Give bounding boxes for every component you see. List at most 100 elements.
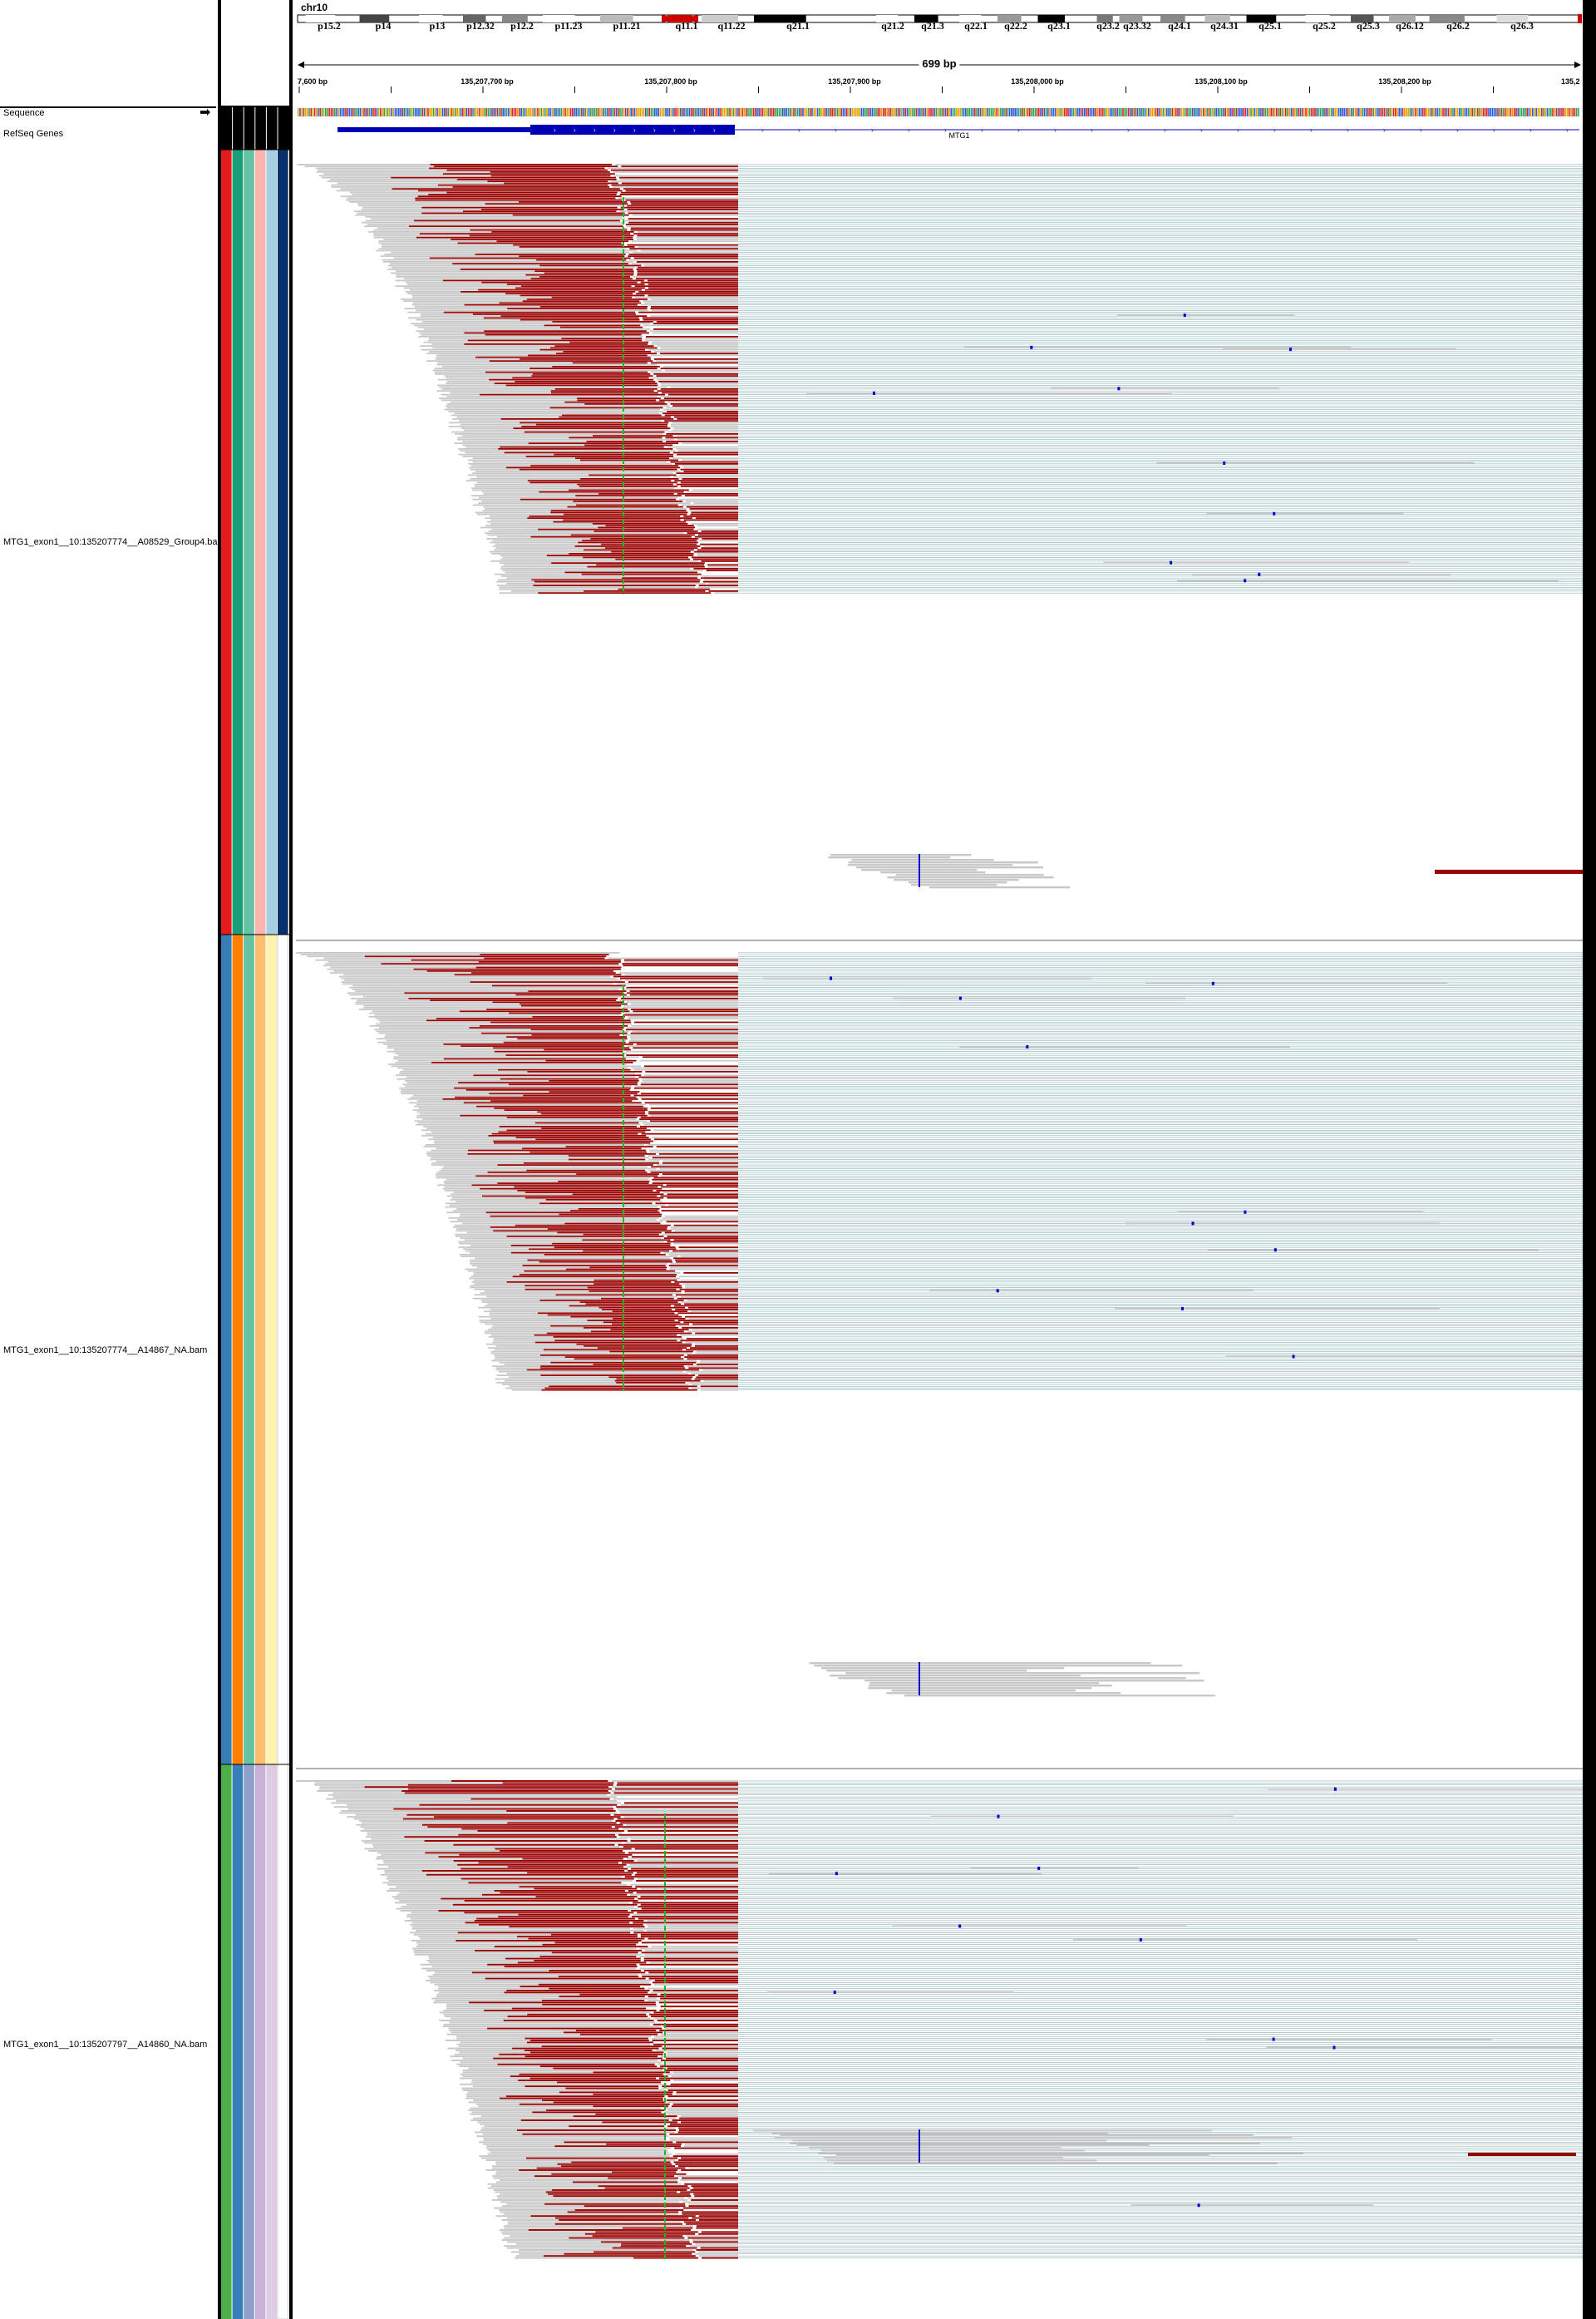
sequence-base bbox=[773, 108, 775, 116]
sequence-base bbox=[392, 108, 394, 116]
soft-clip bbox=[554, 1942, 638, 1944]
soft-clip bbox=[638, 311, 738, 313]
aligned-read bbox=[417, 1943, 543, 1946]
sequence-base bbox=[608, 108, 610, 116]
soft-clip bbox=[631, 1856, 738, 1858]
aligned-read bbox=[329, 972, 472, 974]
soft-clip bbox=[517, 979, 623, 981]
sequence-base bbox=[612, 108, 613, 116]
sequence-base bbox=[1067, 108, 1069, 116]
sequence-base bbox=[367, 108, 369, 116]
sequence-base bbox=[1331, 108, 1332, 116]
sequence-base bbox=[511, 108, 513, 116]
soft-clip bbox=[665, 2061, 738, 2064]
aligned-read bbox=[377, 1863, 458, 1866]
strand-arrow-icon[interactable]: ➡ bbox=[200, 106, 211, 120]
aligned-read bbox=[488, 530, 594, 532]
soft-clip bbox=[527, 2013, 647, 2016]
aligned-read bbox=[458, 448, 499, 450]
sequence-base bbox=[824, 108, 826, 116]
soft-clip bbox=[538, 528, 694, 530]
sequence-base bbox=[328, 108, 330, 116]
aligned-read bbox=[328, 961, 479, 963]
soft-clip bbox=[681, 2121, 738, 2124]
sequence-base bbox=[1557, 108, 1559, 116]
soft-clip bbox=[687, 2237, 738, 2239]
soft-clip bbox=[488, 1135, 647, 1137]
aligned-read bbox=[451, 414, 562, 417]
soft-clip bbox=[498, 1068, 631, 1071]
sequence-base bbox=[530, 108, 531, 116]
aligned-read bbox=[909, 881, 1007, 884]
soft-clip bbox=[696, 2227, 738, 2229]
soft-clip bbox=[563, 2239, 689, 2241]
sequence-base bbox=[1091, 108, 1093, 116]
sequence-base bbox=[564, 108, 566, 116]
soft-clip bbox=[630, 1003, 738, 1005]
sequence-base bbox=[1550, 108, 1552, 116]
soft-clip bbox=[626, 1858, 738, 1860]
soft-clip bbox=[541, 1352, 692, 1354]
sequence-track-name[interactable]: Sequence bbox=[3, 108, 45, 118]
aligned-read bbox=[431, 1997, 554, 2000]
sample-name-3[interactable]: MTG1_exon1__10:135207797__A14860_NA.bam bbox=[3, 2040, 208, 2050]
gene-name-label[interactable]: MTG1 bbox=[948, 131, 970, 140]
soft-clip bbox=[517, 1038, 628, 1040]
sequence-base bbox=[619, 108, 621, 116]
aligned-read bbox=[466, 480, 528, 482]
aligned-read bbox=[494, 1354, 541, 1356]
soft-clip bbox=[534, 1341, 682, 1344]
sequence-base bbox=[1246, 108, 1249, 116]
chromosome-name[interactable]: chr10 bbox=[301, 2, 328, 13]
sequence-base bbox=[1497, 108, 1499, 116]
soft-clip bbox=[629, 248, 738, 250]
refseq-track-name[interactable]: RefSeq Genes bbox=[3, 129, 64, 139]
sequence-base bbox=[1014, 108, 1016, 116]
sequence-track[interactable] bbox=[296, 108, 1583, 118]
soft-clip bbox=[517, 1961, 647, 1964]
soft-clip bbox=[699, 1361, 738, 1364]
soft-clip bbox=[430, 164, 612, 165]
sequence-base bbox=[1360, 108, 1362, 116]
sample-name-1[interactable]: MTG1_exon1__10:135207774__A08529_Group4.… bbox=[3, 537, 225, 547]
soft-clip bbox=[534, 1334, 677, 1336]
soft-clip bbox=[471, 1184, 663, 1187]
aligned-read bbox=[439, 1169, 527, 1172]
sequence-base bbox=[736, 108, 738, 116]
sequence-base bbox=[846, 108, 848, 116]
soft-clip bbox=[520, 422, 669, 424]
sequence-base bbox=[1118, 108, 1121, 116]
sequence-base bbox=[469, 108, 471, 116]
sequence-base bbox=[1396, 108, 1398, 116]
soft-clip bbox=[491, 2017, 651, 2020]
alignment-tracks[interactable] bbox=[296, 157, 1583, 2319]
soft-clip bbox=[539, 306, 648, 308]
aligned-read bbox=[403, 278, 531, 280]
soft-clip bbox=[688, 1382, 738, 1384]
aligned-read bbox=[361, 221, 495, 224]
soft-clip bbox=[562, 1973, 638, 1976]
sequence-base bbox=[837, 108, 839, 116]
sequence-base bbox=[741, 108, 744, 116]
sample-name-2[interactable]: MTG1_exon1__10:135207774__A14867_NA.bam bbox=[3, 1345, 208, 1355]
soft-clip bbox=[628, 1852, 738, 1854]
refseq-gene-track[interactable]: › › › › › › › › › › › › › › › › › › › › › › › › › › › › › › › › bbox=[296, 121, 1583, 140]
aligned-read bbox=[445, 1206, 547, 1208]
soft-clip bbox=[574, 1358, 684, 1360]
aligned-read bbox=[349, 994, 516, 996]
soft-clip bbox=[613, 1813, 738, 1816]
aligned-read bbox=[416, 1114, 461, 1117]
soft-clip bbox=[684, 2183, 738, 2185]
soft-clip bbox=[491, 984, 626, 987]
scrollbar[interactable] bbox=[1583, 0, 1596, 2319]
aligned-read bbox=[456, 438, 539, 441]
soft-clip bbox=[489, 360, 653, 363]
aligned-read bbox=[378, 1019, 426, 1022]
soft-clip bbox=[545, 1370, 683, 1373]
soft-clip bbox=[685, 1286, 738, 1289]
chromosome-ideogram[interactable] bbox=[296, 12, 1583, 45]
soft-clip bbox=[674, 416, 738, 418]
aligned-read bbox=[406, 284, 507, 285]
soft-clip bbox=[680, 481, 738, 484]
aligned-read bbox=[475, 2103, 520, 2105]
